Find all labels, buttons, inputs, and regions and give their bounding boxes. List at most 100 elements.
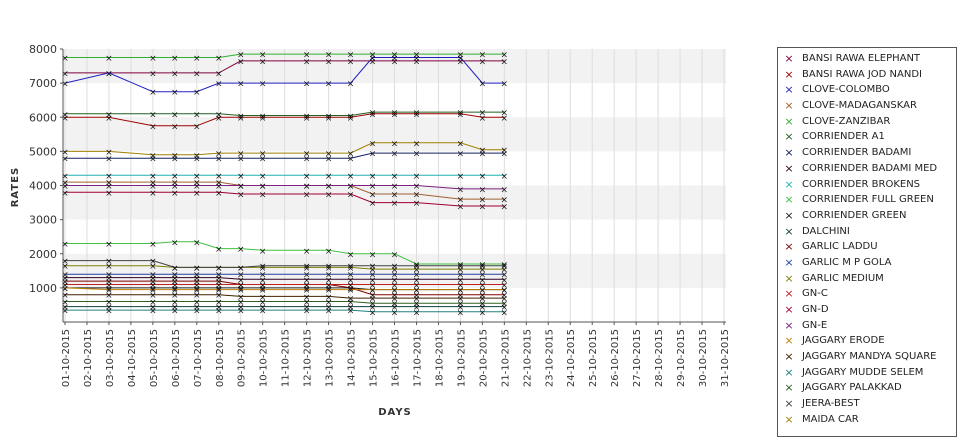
data-point: × — [369, 110, 377, 120]
data-point: × — [105, 148, 113, 158]
data-point: × — [61, 278, 69, 288]
legend-label: CLOVE-MADAGANSKAR — [802, 100, 917, 112]
data-point: × — [237, 264, 245, 274]
data-point: × — [237, 281, 245, 291]
data-point: × — [105, 262, 113, 272]
data-point: × — [259, 262, 267, 272]
data-point: × — [259, 51, 267, 61]
legend-item: × GN-C — [778, 286, 956, 302]
legend-item: × GN-E — [778, 318, 956, 334]
data-point: × — [479, 202, 487, 212]
data-point: × — [325, 281, 333, 291]
data-point: × — [457, 109, 465, 119]
series-22: × × ×× × × × × × × × × × × × × × — [61, 257, 508, 274]
data-point: × — [61, 148, 69, 158]
legend-marker-icon: × — [784, 381, 794, 395]
data-point: × — [325, 303, 333, 313]
data-point: × — [215, 182, 223, 192]
series-line — [65, 309, 505, 313]
data-point: × — [391, 286, 399, 296]
x-tick-label: 20-10-2015 — [478, 329, 489, 387]
data-point: × — [303, 307, 311, 317]
legend-label: MAIDA CAR — [802, 413, 859, 425]
data-point: × — [457, 172, 465, 182]
data-point: × — [457, 196, 465, 206]
x-tick-label: 12-10-2015 — [303, 329, 314, 387]
data-point: × — [391, 191, 399, 201]
data-point: × — [193, 307, 201, 317]
data-point: × — [193, 110, 201, 120]
series-line — [65, 152, 505, 159]
data-point: × — [501, 57, 509, 67]
data-point: × — [325, 51, 333, 61]
data-point: × — [61, 54, 69, 64]
data-point: × — [457, 185, 465, 195]
data-point: × — [105, 286, 113, 296]
data-point: × — [457, 308, 465, 318]
data-point: × — [171, 110, 179, 120]
series-line — [64, 287, 505, 291]
x-tick-label: 17-10-2015 — [412, 329, 423, 387]
series-line — [65, 111, 505, 116]
data-point: × — [369, 276, 377, 286]
y-tick-label: 5000 — [29, 145, 57, 158]
legend-item: × JEERA-BEST — [778, 396, 956, 412]
data-point: × — [457, 51, 465, 61]
x-tick-label: 10-10-2015 — [259, 329, 270, 387]
data-point: × — [149, 271, 157, 281]
data-point: × — [237, 276, 245, 286]
data-point: × — [369, 250, 377, 260]
data-point: × — [237, 264, 245, 274]
data-point: × — [237, 307, 245, 317]
legend-item: × CORRIENDER BADAMI — [778, 145, 956, 161]
data-point: × — [457, 271, 465, 281]
data-point: × — [457, 300, 465, 310]
data-point: × — [369, 139, 377, 149]
y-tick-label: 7000 — [29, 77, 57, 90]
series-line — [65, 265, 505, 270]
legend-label: CLOVE-COLOMBO — [802, 84, 890, 96]
data-point: × — [457, 139, 465, 149]
data-point: × — [391, 109, 399, 119]
data-point: × — [501, 146, 509, 156]
data-point: × — [61, 262, 69, 272]
data-point: × — [61, 182, 69, 192]
data-point: × — [171, 172, 179, 182]
data-point: × — [215, 54, 223, 64]
legend-marker-icon: × — [784, 334, 794, 348]
data-point: × — [369, 182, 377, 192]
x-tick-label: 05-10-2015 — [149, 329, 160, 387]
data-point: × — [413, 291, 421, 301]
data-point: × — [347, 303, 355, 313]
legend-item: × BANSI RAWA JOD NANDI — [778, 67, 956, 83]
data-point: × — [391, 172, 399, 182]
series-21: × × × × × × × × × × × × × × × × × — [61, 298, 508, 310]
data-point: × — [501, 276, 509, 286]
data-point: × — [369, 271, 377, 281]
legend-label: JAGGARY MUDDE SELEM — [802, 366, 924, 378]
data-point: × — [457, 281, 465, 291]
data-point: × — [347, 114, 355, 124]
data-point: × — [171, 238, 179, 248]
x-tick-label: 09-10-2015 — [237, 329, 248, 387]
data-point: × — [237, 303, 245, 313]
data-point: × — [369, 262, 377, 272]
data-point: × — [105, 69, 113, 79]
x-tick-label: 04-10-2015 — [127, 329, 138, 387]
data-point: × — [347, 172, 355, 182]
data-point: × — [325, 80, 333, 90]
legend-marker-icon: × — [784, 83, 794, 97]
data-point: × — [259, 281, 267, 291]
data-point: × — [259, 112, 267, 122]
data-point: × — [413, 172, 421, 182]
data-point: × — [237, 286, 245, 296]
series-17: × × × × × × × × × × × × × × × × × — [61, 182, 508, 195]
legend-marker-icon: × — [784, 271, 794, 285]
data-point: × — [391, 110, 399, 120]
series-16: × × × × × × × × × × ×× × × × × × — [61, 189, 508, 213]
x-tick-label: 22-10-2015 — [522, 329, 533, 387]
legend: × BANSI RAWA ELEPHANT × BANSI RAWA JOD NAND… — [777, 47, 957, 437]
data-point: × — [61, 172, 69, 182]
data-point: × — [149, 182, 157, 192]
data-point: × — [193, 271, 201, 281]
